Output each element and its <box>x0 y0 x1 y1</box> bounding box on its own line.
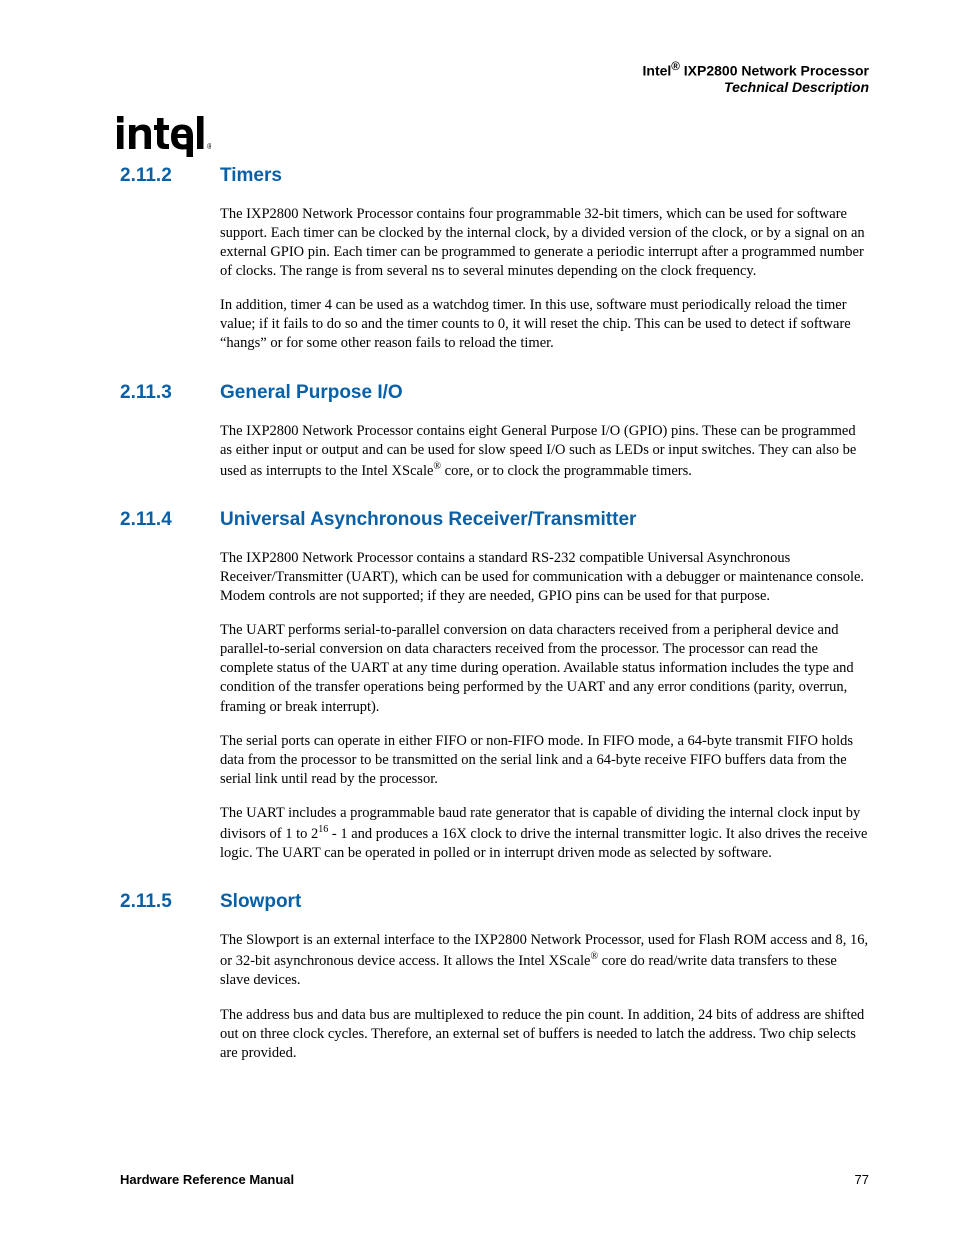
body-paragraph: In addition, timer 4 can be used as a wa… <box>220 296 869 353</box>
section-number: 2.11.4 <box>120 509 220 531</box>
section-number: 2.11.5 <box>120 891 220 913</box>
section-heading: 2.11.3General Purpose I/O <box>120 382 869 404</box>
body-paragraph: The UART includes a programmable baud ra… <box>220 804 869 863</box>
section-heading: 2.11.2Timers <box>120 165 869 187</box>
section: 2.11.5Slowport The Slowport is an externa… <box>120 891 869 1063</box>
body-paragraph: The IXP2800 Network Processor contains a… <box>220 549 869 606</box>
section: 2.11.2Timers The IXP2800 Network Processo… <box>120 165 869 354</box>
section-title: Slowport <box>220 891 301 913</box>
body-paragraph: The IXP2800 Network Processor contains e… <box>220 422 869 481</box>
footer-left: Hardware Reference Manual <box>120 1172 294 1187</box>
section-title: Timers <box>220 165 282 187</box>
section-title: Universal Asynchronous Receiver/Transmit… <box>220 509 636 531</box>
body-paragraph: The UART performs serial-to-parallel con… <box>220 621 869 717</box>
header-suffix: IXP2800 Network Processor <box>680 63 869 79</box>
section-title: General Purpose I/O <box>220 382 403 404</box>
header-reg: ® <box>671 60 680 73</box>
body-paragraph: The Slowport is an external interface to… <box>220 931 869 990</box>
section-number: 2.11.3 <box>120 382 220 404</box>
header-title: Intel® IXP2800 Network Processor <box>120 60 869 79</box>
section-heading: 2.11.4Universal Asynchronous Receiver/Tr… <box>120 509 869 531</box>
body-paragraph: The IXP2800 Network Processor contains f… <box>220 205 869 282</box>
header-brand: Intel <box>643 63 672 79</box>
sections-container: 2.11.2Timers The IXP2800 Network Processo… <box>120 165 869 1063</box>
page-footer: Hardware Reference Manual 77 <box>120 1172 869 1187</box>
section: 2.11.3General Purpose I/O The IXP2800 Net… <box>120 382 869 481</box>
page-header: Intel® IXP2800 Network Processor Technic… <box>120 60 869 95</box>
section: 2.11.4Universal Asynchronous Receiver/Tr… <box>120 509 869 864</box>
svg-text:®: ® <box>207 142 211 151</box>
body-paragraph: The serial ports can operate in either F… <box>220 732 869 789</box>
body-paragraph: The address bus and data bus are multipl… <box>220 1006 869 1063</box>
section-heading: 2.11.5Slowport <box>120 891 869 913</box>
section-number: 2.11.2 <box>120 165 220 187</box>
header-subtitle: Technical Description <box>120 79 869 95</box>
intel-logo: ® <box>115 113 869 157</box>
footer-page-number: 77 <box>855 1172 869 1187</box>
